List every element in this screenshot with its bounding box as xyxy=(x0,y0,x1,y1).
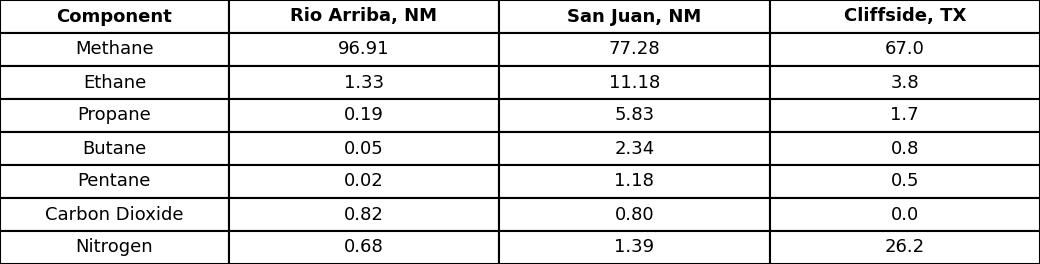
Text: 0.05: 0.05 xyxy=(344,139,384,158)
Bar xyxy=(229,0,499,33)
Bar xyxy=(0,165,229,198)
Bar xyxy=(770,66,1040,99)
Bar xyxy=(499,0,770,33)
Text: Rio Arriba, NM: Rio Arriba, NM xyxy=(290,7,438,26)
Text: Ethane: Ethane xyxy=(83,73,146,92)
Text: 26.2: 26.2 xyxy=(885,238,925,257)
Text: 0.19: 0.19 xyxy=(344,106,384,125)
Bar xyxy=(770,165,1040,198)
Bar xyxy=(770,231,1040,264)
Bar xyxy=(499,99,770,132)
Bar xyxy=(229,198,499,231)
Bar xyxy=(770,198,1040,231)
Text: Nitrogen: Nitrogen xyxy=(76,238,153,257)
Text: Carbon Dioxide: Carbon Dioxide xyxy=(45,205,184,224)
Text: 1.39: 1.39 xyxy=(615,238,654,257)
Text: 1.18: 1.18 xyxy=(615,172,654,191)
Text: 0.5: 0.5 xyxy=(890,172,919,191)
Bar xyxy=(229,33,499,66)
Bar xyxy=(229,99,499,132)
Text: Butane: Butane xyxy=(82,139,147,158)
Bar xyxy=(0,33,229,66)
Text: 0.8: 0.8 xyxy=(890,139,919,158)
Bar xyxy=(499,231,770,264)
Text: San Juan, NM: San Juan, NM xyxy=(567,7,702,26)
Bar xyxy=(770,99,1040,132)
Bar xyxy=(499,33,770,66)
Text: Component: Component xyxy=(56,7,173,26)
Text: 1.7: 1.7 xyxy=(890,106,919,125)
Text: 5.83: 5.83 xyxy=(615,106,654,125)
Text: 77.28: 77.28 xyxy=(608,40,660,59)
Bar xyxy=(229,132,499,165)
Text: 11.18: 11.18 xyxy=(608,73,660,92)
Text: Propane: Propane xyxy=(78,106,151,125)
Bar xyxy=(229,231,499,264)
Text: 0.80: 0.80 xyxy=(615,205,654,224)
Bar xyxy=(229,165,499,198)
Text: 0.0: 0.0 xyxy=(890,205,919,224)
Text: 0.68: 0.68 xyxy=(344,238,384,257)
Text: 1.33: 1.33 xyxy=(344,73,384,92)
Bar xyxy=(499,66,770,99)
Text: 67.0: 67.0 xyxy=(885,40,925,59)
Text: 0.02: 0.02 xyxy=(344,172,384,191)
Text: 2.34: 2.34 xyxy=(615,139,654,158)
Text: 96.91: 96.91 xyxy=(338,40,390,59)
Text: 3.8: 3.8 xyxy=(890,73,919,92)
Text: Pentane: Pentane xyxy=(78,172,151,191)
Text: Methane: Methane xyxy=(75,40,154,59)
Bar xyxy=(770,0,1040,33)
Bar xyxy=(229,66,499,99)
Bar xyxy=(499,198,770,231)
Bar xyxy=(499,132,770,165)
Bar xyxy=(770,33,1040,66)
Bar xyxy=(0,132,229,165)
Bar xyxy=(0,198,229,231)
Text: Cliffside, TX: Cliffside, TX xyxy=(843,7,966,26)
Bar xyxy=(0,0,229,33)
Bar xyxy=(0,66,229,99)
Bar xyxy=(0,231,229,264)
Bar xyxy=(770,132,1040,165)
Text: 0.82: 0.82 xyxy=(344,205,384,224)
Bar xyxy=(499,165,770,198)
Bar xyxy=(0,99,229,132)
